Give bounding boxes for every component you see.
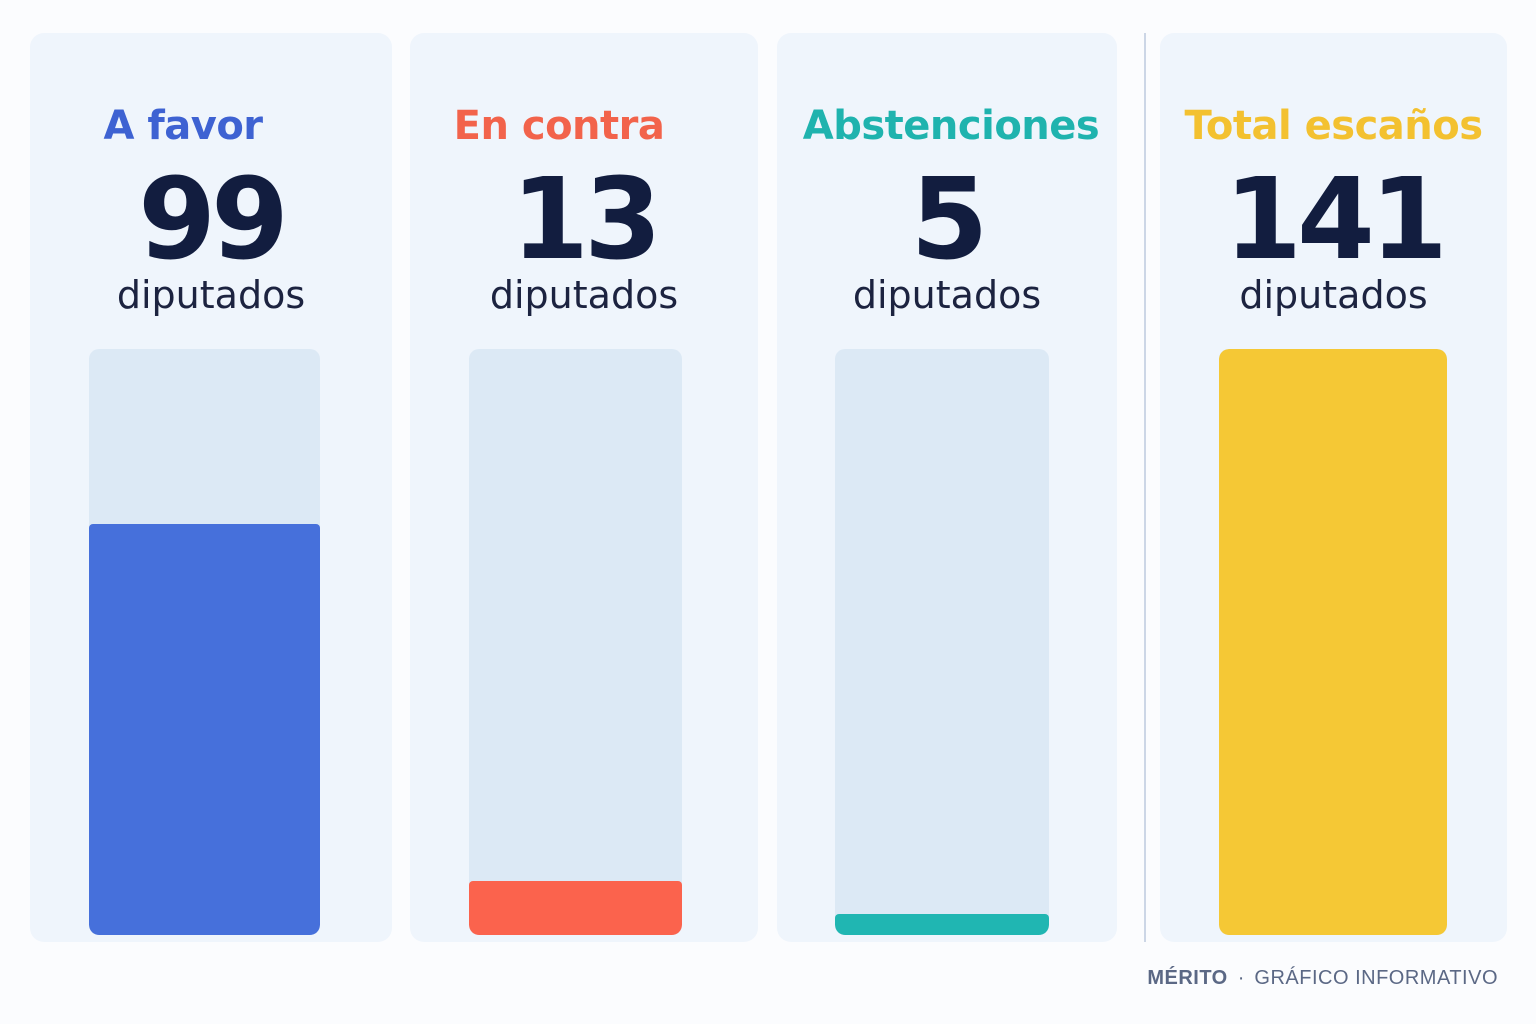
bar-title-en-contra: En contra bbox=[453, 103, 665, 149]
bar-total-escanos bbox=[1219, 349, 1447, 935]
bar-title-a-favor: A favor bbox=[103, 103, 263, 149]
bar-title-total-escanos: Total escaños bbox=[1184, 103, 1483, 149]
card-total-escanos: Total escaños 141 diputados bbox=[1160, 33, 1507, 942]
bar-value-a-favor: 99 bbox=[138, 155, 289, 285]
bar-a-favor bbox=[89, 523, 320, 935]
footer-separator: · bbox=[1237, 967, 1245, 989]
footer-brand: MÉRITO bbox=[1147, 967, 1228, 989]
bar-unit-a-favor: diputados bbox=[116, 273, 306, 317]
bar-abstenciones bbox=[835, 914, 1049, 935]
bar-value-total-escanos: 141 bbox=[1224, 155, 1448, 285]
bar-track-total-escanos bbox=[1219, 349, 1447, 935]
bar-en-contra bbox=[469, 880, 682, 935]
bar-track-abstenciones bbox=[835, 349, 1049, 935]
card-a-favor: A favor 99 diputados bbox=[30, 33, 392, 942]
card-abstenciones: Abstenciones 5 diputados bbox=[777, 33, 1117, 942]
bar-value-en-contra: 13 bbox=[511, 155, 662, 285]
bar-title-abstenciones: Abstenciones bbox=[802, 103, 1100, 149]
footer-credit: MÉRITO · GRÁFICO INFORMATIVO bbox=[1147, 964, 1498, 992]
bar-track-a-favor bbox=[89, 349, 320, 935]
bar-unit-total-escanos: diputados bbox=[1239, 273, 1428, 317]
bar-track-en-contra bbox=[469, 349, 682, 935]
divider-line bbox=[1144, 33, 1146, 942]
bar-unit-abstenciones: diputados bbox=[852, 273, 1042, 317]
bar-unit-en-contra: diputados bbox=[489, 273, 679, 317]
footer-subtitle: GRÁFICO INFORMATIVO bbox=[1254, 967, 1498, 989]
card-en-contra: En contra 13 diputados bbox=[410, 33, 758, 942]
bar-value-abstenciones: 5 bbox=[910, 155, 989, 285]
